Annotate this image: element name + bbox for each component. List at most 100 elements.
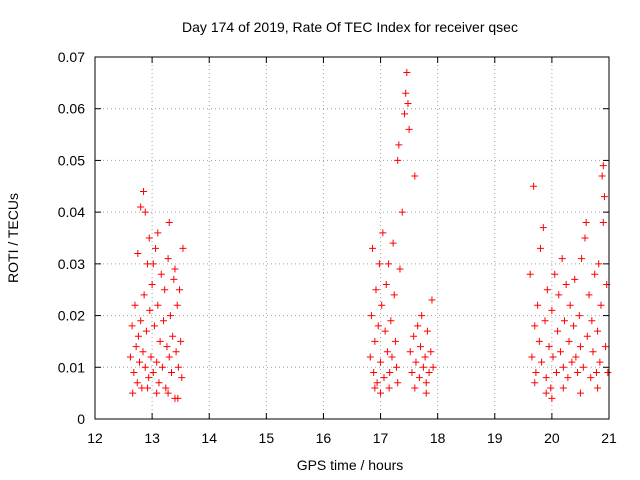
data-point — [594, 327, 602, 335]
y-axis-tick-labels: 0 0.01 0.02 0.03 0.04 0.05 0.06 0.07 — [58, 49, 85, 427]
data-point — [526, 270, 534, 278]
data-point — [142, 327, 150, 335]
data-point — [581, 234, 589, 242]
data-point — [579, 363, 587, 371]
x-axis-tick-labels: 12 13 14 15 16 17 18 19 20 21 — [87, 430, 617, 446]
data-point — [542, 374, 550, 382]
data-point — [394, 379, 402, 387]
data-point — [559, 363, 567, 371]
data-point — [173, 301, 181, 309]
data-point — [374, 322, 382, 330]
data-point — [401, 110, 409, 118]
data-point — [539, 224, 547, 232]
y-tick-label: 0.07 — [58, 49, 85, 65]
data-points — [126, 69, 612, 402]
data-point — [140, 187, 148, 195]
x-tick-label: 17 — [373, 430, 389, 446]
data-point — [141, 363, 149, 371]
x-tick-label: 15 — [259, 430, 275, 446]
data-point — [528, 353, 536, 361]
data-point — [547, 384, 555, 392]
data-point — [128, 322, 136, 330]
data-point — [429, 363, 437, 371]
data-point — [385, 384, 393, 392]
data-point — [530, 182, 538, 190]
data-point — [132, 343, 140, 351]
data-point — [555, 291, 563, 299]
data-point — [174, 394, 182, 402]
data-point — [161, 286, 169, 294]
data-point — [568, 358, 576, 366]
data-point — [554, 327, 562, 335]
data-point — [137, 203, 145, 211]
data-point — [534, 301, 542, 309]
x-tick-label: 20 — [544, 430, 560, 446]
y-tick-label: 0.05 — [58, 152, 85, 168]
data-point — [389, 239, 397, 247]
x-tick-label: 18 — [430, 430, 446, 446]
data-point — [571, 275, 579, 283]
data-point — [172, 348, 180, 356]
data-point — [427, 348, 435, 356]
data-point — [134, 332, 142, 340]
data-point — [145, 374, 153, 382]
data-point — [415, 374, 423, 382]
data-point — [154, 301, 162, 309]
data-point — [574, 368, 582, 376]
data-point — [382, 281, 390, 289]
data-point — [371, 384, 379, 392]
data-point — [599, 162, 607, 170]
data-point — [152, 244, 160, 252]
data-point — [576, 343, 584, 351]
data-point — [149, 260, 157, 268]
data-point — [153, 389, 161, 397]
data-point — [549, 353, 557, 361]
data-point — [562, 281, 570, 289]
x-tick-label: 21 — [601, 430, 617, 446]
x-tick-label: 12 — [87, 430, 103, 446]
data-point — [560, 317, 568, 325]
data-point — [402, 89, 410, 97]
data-point — [542, 389, 550, 397]
data-point — [154, 229, 162, 237]
data-point — [147, 353, 155, 361]
data-point — [134, 250, 142, 258]
data-point — [548, 306, 556, 314]
data-point — [163, 343, 171, 351]
data-point — [162, 384, 170, 392]
x-axis-title: GPS time / hours — [297, 457, 404, 473]
data-point — [414, 322, 422, 330]
data-point — [587, 374, 595, 382]
data-point — [178, 374, 186, 382]
data-point — [600, 193, 608, 201]
data-point — [422, 389, 430, 397]
data-point — [129, 389, 137, 397]
data-point — [578, 255, 586, 263]
data-point — [375, 260, 383, 268]
y-tick-label: 0.06 — [58, 101, 85, 117]
data-point — [585, 291, 593, 299]
data-point — [428, 296, 436, 304]
y-tick-label: 0.02 — [58, 308, 85, 324]
data-point — [531, 322, 539, 330]
data-point — [145, 234, 153, 242]
x-tick-label: 14 — [201, 430, 217, 446]
data-point — [403, 69, 411, 77]
data-point — [596, 358, 604, 366]
data-point — [166, 312, 174, 320]
data-point — [599, 218, 607, 226]
data-point — [423, 327, 431, 335]
data-point — [383, 348, 391, 356]
data-point — [370, 368, 378, 376]
data-point — [137, 317, 145, 325]
data-point — [126, 353, 134, 361]
data-point — [589, 348, 597, 356]
data-point — [411, 384, 419, 392]
data-point — [377, 389, 385, 397]
data-point — [130, 368, 138, 376]
data-point — [393, 363, 401, 371]
data-point — [388, 353, 396, 361]
data-point — [169, 332, 177, 340]
data-point — [594, 384, 602, 392]
